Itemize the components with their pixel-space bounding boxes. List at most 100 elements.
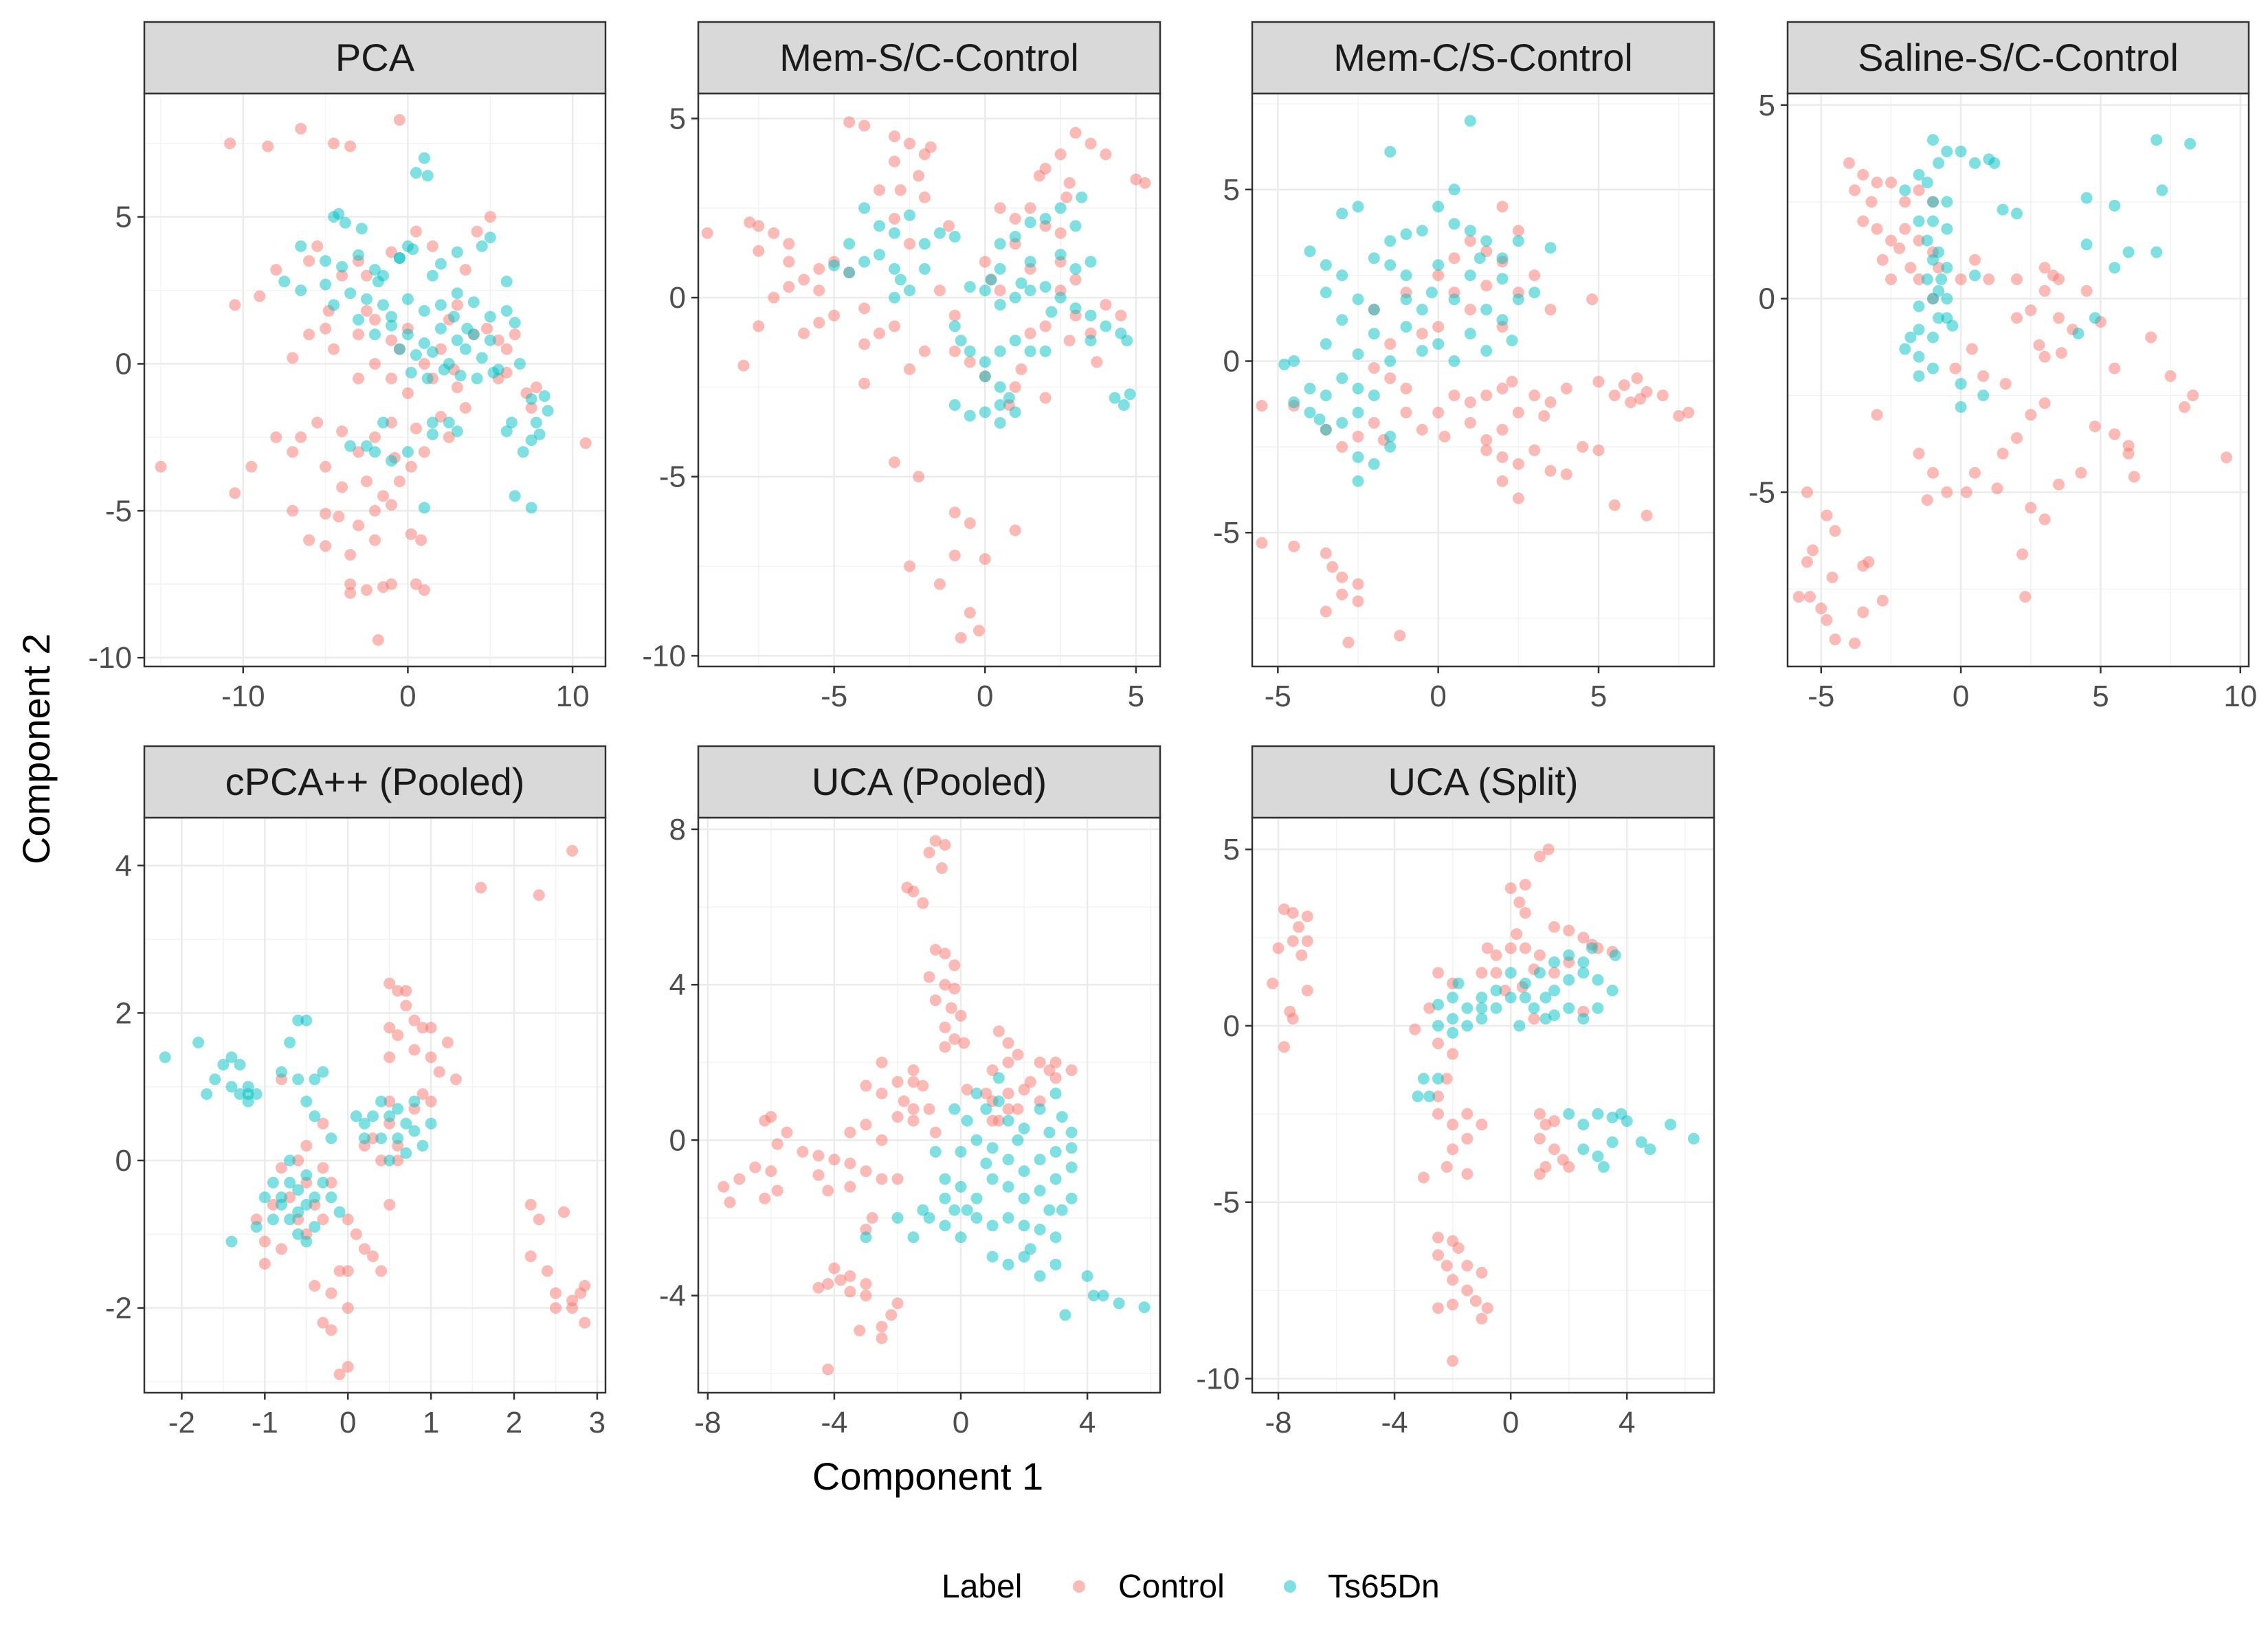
point-control <box>889 456 900 469</box>
strip-title: PCA <box>335 36 415 79</box>
point-ts65dn <box>843 238 856 250</box>
point-ts65dn <box>948 320 961 333</box>
point-control <box>844 1157 856 1169</box>
point-control <box>1533 851 1546 862</box>
point-control <box>948 345 961 357</box>
point-control <box>2089 420 2101 433</box>
point-control <box>579 1316 591 1329</box>
point-control <box>2047 269 2059 282</box>
point-control <box>1447 1274 1459 1286</box>
point-control <box>860 1165 872 1178</box>
point-control <box>1115 309 1127 322</box>
point-control <box>1548 1143 1560 1156</box>
point-control <box>1656 390 1669 401</box>
point-ts65dn <box>292 1228 304 1240</box>
y-tick-label: -5 <box>1213 1186 1240 1220</box>
gridlines <box>1788 93 2249 666</box>
series-control <box>250 844 591 1380</box>
point-ts65dn <box>1018 1192 1030 1204</box>
point-control <box>342 1302 354 1314</box>
point-control <box>1320 547 1332 559</box>
point-control <box>844 1270 856 1282</box>
point-control <box>876 1056 888 1068</box>
panel-background <box>144 93 605 666</box>
point-ts65dn <box>405 366 417 379</box>
point-control <box>418 446 430 458</box>
point-control <box>1843 157 1855 169</box>
strip-background <box>143 745 607 819</box>
point-ts65dn <box>1921 177 1933 189</box>
point-control <box>1447 1299 1459 1311</box>
point-ts65dn <box>1002 1114 1014 1127</box>
point-ts65dn <box>843 267 856 279</box>
point-ts65dn <box>401 328 414 341</box>
point-ts65dn <box>970 1212 983 1224</box>
point-control <box>1464 416 1476 429</box>
point-control <box>451 381 463 394</box>
point-control <box>1807 544 1819 557</box>
point-control <box>425 1095 437 1108</box>
point-ts65dn <box>1009 335 1021 347</box>
point-ts65dn <box>1009 231 1021 243</box>
point-ts65dn <box>476 240 488 252</box>
point-ts65dn <box>1336 372 1348 384</box>
point-ts65dn <box>1304 245 1316 258</box>
point-control <box>923 1103 935 1115</box>
point-ts65dn <box>1548 956 1560 968</box>
x-tick-label: 0 <box>977 680 993 713</box>
point-control <box>325 1176 337 1189</box>
point-control <box>1913 184 1925 197</box>
point-control <box>929 1126 942 1138</box>
point-ts65dn <box>525 434 537 447</box>
point-control <box>858 338 871 350</box>
point-control <box>1416 423 1428 436</box>
point-control <box>325 1324 337 1336</box>
point-ts65dn <box>1977 390 1990 401</box>
point-control <box>1528 269 1541 282</box>
point-ts65dn <box>1034 1270 1046 1282</box>
point-control <box>1461 1284 1474 1297</box>
point-control <box>1608 390 1621 401</box>
point-ts65dn <box>1490 1002 1502 1014</box>
point-control <box>533 1213 545 1226</box>
point-control <box>1272 942 1285 954</box>
point-ts65dn <box>1955 378 1967 390</box>
point-control <box>1966 343 1978 355</box>
point-ts65dn <box>1054 249 1067 261</box>
point-control <box>276 1243 287 1255</box>
point-control <box>904 238 915 250</box>
point-control <box>917 897 929 909</box>
y-tick-label: -10 <box>1196 1362 1240 1395</box>
point-ts65dn <box>393 343 405 355</box>
panel-background <box>144 818 605 1393</box>
point-ts65dn <box>970 1192 983 1204</box>
point-ts65dn <box>1400 269 1412 282</box>
point-control <box>948 309 961 322</box>
point-control <box>361 584 373 596</box>
point-ts65dn <box>1941 223 1953 235</box>
point-ts65dn <box>1533 967 1546 979</box>
point-ts65dn <box>1921 273 1933 285</box>
legend-title: Label <box>942 1569 1022 1605</box>
point-control <box>1461 1132 1474 1145</box>
point-control <box>361 475 373 488</box>
point-ts65dn <box>1368 328 1380 340</box>
x-tick-label: 0 <box>953 1406 969 1439</box>
x-tick-label: 0 <box>1430 680 1446 713</box>
point-control <box>889 131 900 142</box>
x-tick-label: -8 <box>1265 1406 1291 1439</box>
point-ts65dn <box>1955 146 1967 157</box>
point-ts65dn <box>1024 256 1036 268</box>
point-control <box>550 1302 562 1314</box>
point-control <box>961 1084 973 1096</box>
point-control <box>1849 184 1861 197</box>
point-control <box>822 1185 834 1197</box>
point-control <box>309 1279 321 1292</box>
point-ts65dn <box>1024 284 1036 297</box>
point-control <box>1913 447 1925 460</box>
point-control <box>1821 509 1833 521</box>
point-control <box>891 1173 904 1185</box>
point-control <box>1560 468 1572 480</box>
point-control <box>1043 1064 1056 1077</box>
point-ts65dn <box>451 334 463 346</box>
